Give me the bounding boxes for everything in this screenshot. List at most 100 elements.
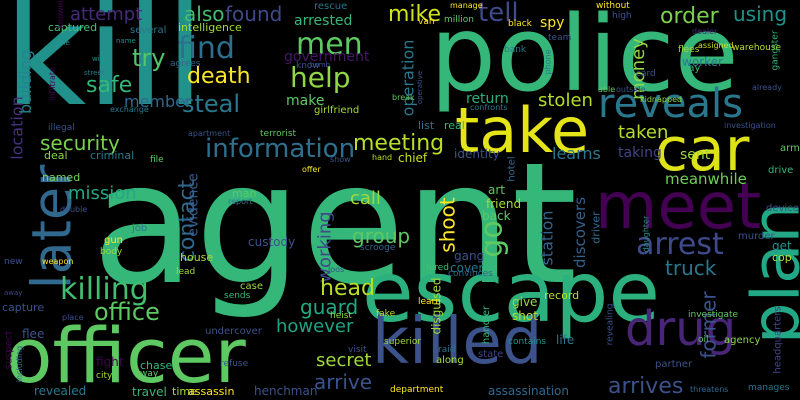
- word-house: house: [180, 251, 214, 264]
- word-undercover: undercover: [205, 326, 262, 337]
- word-place: place: [62, 313, 84, 322]
- word-arrive: arrive: [314, 370, 373, 394]
- word-get: get: [772, 239, 792, 253]
- word-manage: manage: [450, 1, 483, 10]
- word-office: office: [94, 298, 160, 326]
- word-investigate: investigate: [688, 310, 739, 320]
- word-sends: sends: [224, 291, 251, 301]
- word-man: man: [232, 187, 257, 200]
- word-return: return: [466, 91, 509, 107]
- word-give: give: [512, 295, 538, 309]
- word-hired: hired: [426, 263, 449, 273]
- word-flees: flees: [678, 45, 700, 55]
- word-police: police: [430, 0, 739, 115]
- word-car: car: [655, 115, 750, 185]
- word-already: already: [752, 83, 782, 92]
- word-break: break: [392, 93, 415, 102]
- word-former: former: [696, 291, 721, 359]
- word-station: station: [537, 210, 557, 266]
- word-learn: learn: [418, 297, 441, 307]
- word-day: day: [682, 63, 701, 74]
- word-criminal: criminal: [90, 149, 135, 162]
- word-try: try: [132, 44, 166, 72]
- word-van: van: [418, 17, 435, 27]
- word-wife: wife: [92, 55, 107, 63]
- word-terrorist: terrorist: [260, 129, 297, 139]
- word-city: city: [96, 371, 113, 381]
- word-raid: raid: [438, 345, 456, 355]
- word-security: security: [40, 131, 120, 155]
- word-cop: cop: [772, 251, 792, 264]
- word-identity: identity: [454, 147, 500, 161]
- word-lead: lead: [176, 267, 196, 277]
- word-art: art: [488, 183, 505, 197]
- word-exchange: exchange: [110, 105, 149, 114]
- word-kidnapped: kidnapped: [640, 95, 683, 104]
- word-convinces: convinces: [448, 269, 493, 279]
- word-cover: cover: [450, 261, 484, 275]
- word-bank: bank: [504, 45, 527, 55]
- word-found: found: [225, 2, 283, 26]
- word-stolen: stolen: [538, 90, 593, 111]
- word-job: job: [132, 223, 148, 234]
- word-shoot: shoot: [435, 197, 460, 253]
- word-able: able: [598, 85, 616, 94]
- word-back: back: [482, 209, 511, 223]
- word-assigned: assigned: [698, 41, 734, 50]
- word-help: help: [290, 61, 351, 94]
- word-time: time: [172, 385, 197, 398]
- word-heist: heist: [330, 311, 352, 321]
- word-agency: agency: [724, 335, 761, 346]
- word-head: head: [320, 276, 375, 301]
- word-team: team: [548, 33, 572, 43]
- word-plan: plan: [737, 201, 800, 345]
- word-travel: travel: [132, 385, 167, 399]
- word-without: without: [596, 1, 630, 11]
- word-confronts: confronts: [470, 103, 508, 112]
- word-using: using: [733, 2, 788, 26]
- word-new: new: [4, 257, 23, 267]
- word-named: named: [42, 171, 81, 184]
- word-illegal: illegal: [48, 123, 75, 133]
- word-real: real: [444, 119, 465, 132]
- word-mike: mike: [388, 2, 442, 27]
- word-arrested: arrested: [294, 13, 353, 29]
- word-fake: fake: [376, 309, 396, 319]
- word-take: take: [455, 94, 590, 167]
- word-suspect: suspect: [3, 330, 15, 370]
- word-contains: contains: [508, 337, 547, 347]
- word-weapon: weapon: [42, 257, 74, 266]
- word-investigation: investigation: [724, 121, 776, 130]
- word-offer: offer: [302, 165, 321, 174]
- word-flee: flee: [22, 327, 45, 341]
- word-drive: drive: [768, 165, 794, 176]
- word-agrees: agrees: [170, 59, 201, 69]
- word-taking: taking: [618, 145, 662, 161]
- word-visit: visit: [348, 345, 367, 355]
- word-mission: mission: [68, 183, 137, 204]
- word-learns: learns: [552, 144, 601, 163]
- word-intelligence: intelligence: [178, 21, 242, 34]
- word-meanwhile: meanwhile: [665, 170, 747, 188]
- word-oil: oil: [698, 335, 709, 345]
- word-revealed: revealed: [34, 384, 87, 398]
- word-hand: hand: [372, 153, 393, 162]
- word-guard: guard: [300, 295, 359, 319]
- word-member: member: [124, 92, 192, 111]
- word-girlfriend: girlfriend: [314, 105, 360, 116]
- word-case: case: [240, 281, 263, 292]
- word-men: men: [296, 27, 363, 62]
- word-call: call: [350, 188, 381, 209]
- word-tell: tell: [478, 0, 519, 28]
- word-black: black: [508, 19, 532, 29]
- word-superior: superior: [384, 337, 422, 347]
- word-steal: steal: [182, 90, 241, 118]
- word-discovers: discovers: [571, 196, 590, 269]
- word-rescue: rescue: [314, 1, 348, 12]
- word-know: know: [296, 61, 320, 71]
- word-several: several: [130, 25, 167, 36]
- word-capture: capture: [2, 301, 45, 314]
- word-driver: driver: [589, 211, 603, 244]
- word-however: however: [276, 316, 354, 337]
